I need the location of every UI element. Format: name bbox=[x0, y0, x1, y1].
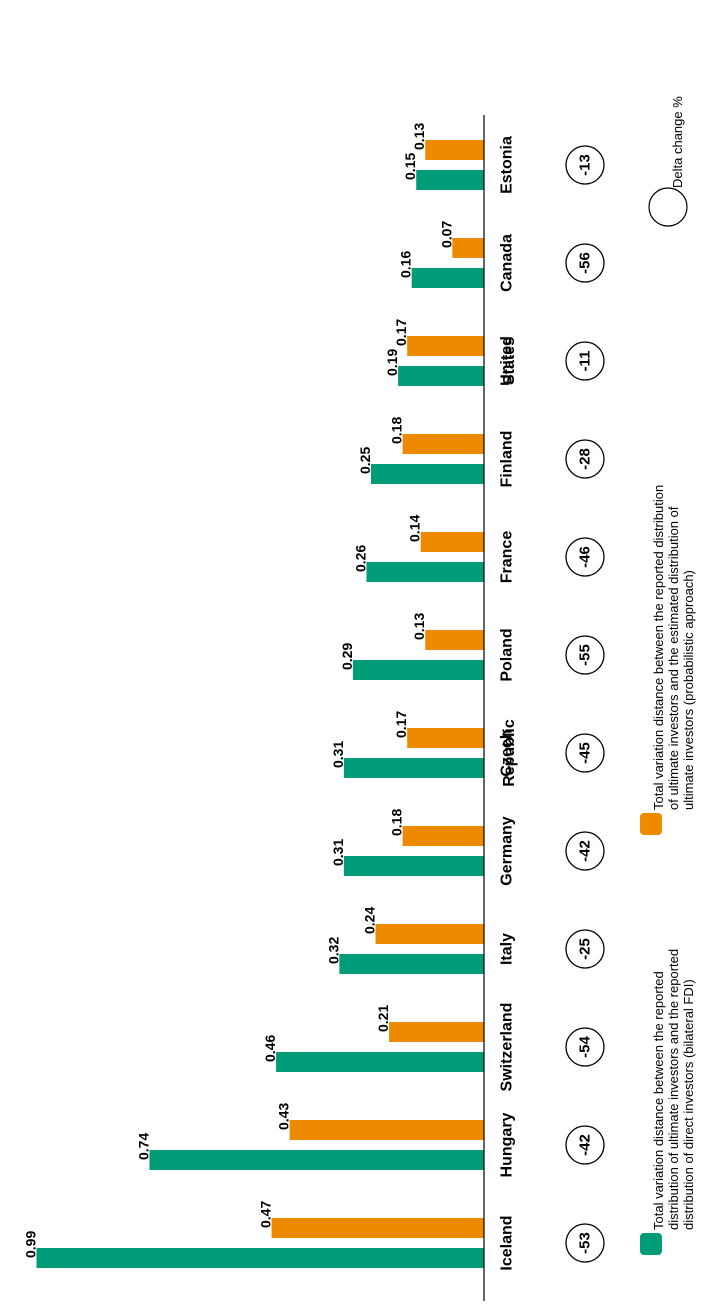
delta-circle-germany bbox=[565, 831, 605, 871]
value-label-orange-italy: 0.24 bbox=[362, 907, 378, 934]
delta-value-france: -46 bbox=[577, 546, 594, 568]
value-label-orange-switzerland: 0.21 bbox=[375, 1005, 391, 1032]
bar-green-finland bbox=[371, 464, 484, 484]
legend-circle bbox=[648, 187, 688, 227]
category-label-united-states: UnitedStates bbox=[499, 336, 518, 386]
delta-circle-estonia bbox=[565, 145, 605, 185]
delta-circles: -53 -42 -54 -25 -42 -45 -55 -46 -28 -11 -56 -13 bbox=[565, 145, 605, 1263]
legend-text-delta: Delta change % bbox=[670, 96, 685, 188]
delta-circle-united-states bbox=[565, 341, 605, 381]
bar-green-france bbox=[366, 562, 484, 582]
bar-orange-united-states bbox=[407, 336, 484, 356]
category-label-italy: Italy bbox=[499, 933, 516, 965]
value-label-green-canada: 0.16 bbox=[398, 251, 414, 278]
delta-circle-italy bbox=[565, 929, 605, 969]
bar-green-hungary bbox=[149, 1150, 484, 1170]
category-labels: Iceland Hungary Switzerland Italy Germany Cze… bbox=[499, 136, 518, 1271]
category-label-switzerland: Switzerland bbox=[499, 1003, 516, 1092]
delta-value-united-states: -11 bbox=[577, 351, 594, 372]
value-label-orange-france: 0.14 bbox=[407, 515, 423, 542]
value-label-orange-canada: 0.07 bbox=[438, 221, 454, 248]
bar-orange-poland bbox=[425, 630, 484, 650]
legend-text-green: Total variation distance between the rep… bbox=[651, 949, 696, 1230]
value-label-green-czech-republic: 0.31 bbox=[330, 741, 346, 768]
category-label-hungary: Hungary bbox=[499, 1112, 516, 1177]
bar-green-canada bbox=[411, 268, 484, 288]
bar-green-italy bbox=[339, 954, 484, 974]
bar-orange-italy bbox=[375, 924, 484, 944]
bar-green-germany bbox=[343, 856, 484, 876]
delta-circle-canada bbox=[565, 243, 605, 283]
delta-circle-switzerland bbox=[565, 1027, 605, 1067]
value-label-green-switzerland: 0.46 bbox=[262, 1035, 278, 1062]
category-label-germany: Germany bbox=[499, 816, 516, 885]
bar-green-czech-republic bbox=[343, 758, 484, 778]
bar-orange-estonia bbox=[425, 140, 484, 160]
category-label-czech-republic: CzechRepublic bbox=[499, 719, 518, 787]
delta-value-poland: -55 bbox=[577, 644, 594, 666]
legend-swatch-orange bbox=[640, 813, 662, 835]
value-label-orange-hungary: 0.43 bbox=[276, 1103, 292, 1130]
delta-value-iceland: -53 bbox=[577, 1232, 594, 1254]
value-label-green-italy: 0.32 bbox=[325, 937, 341, 964]
bar-green-estonia bbox=[416, 170, 484, 190]
delta-value-italy: -25 bbox=[577, 938, 594, 960]
delta-circle-france bbox=[565, 537, 605, 577]
bar-orange-switzerland bbox=[389, 1022, 484, 1042]
bar-orange-france bbox=[420, 532, 484, 552]
value-label-orange-iceland: 0.47 bbox=[258, 1201, 274, 1228]
bar-orange-hungary bbox=[289, 1120, 484, 1140]
legend: Total variation distance between the rep… bbox=[640, 96, 696, 1255]
value-label-green-finland: 0.25 bbox=[357, 447, 373, 474]
value-label-green-poland: 0.29 bbox=[339, 643, 355, 670]
delta-circle-iceland bbox=[565, 1223, 605, 1263]
category-label-poland: Poland bbox=[499, 628, 516, 681]
category-label-estonia: Estonia bbox=[499, 136, 516, 194]
value-label-green-estonia: 0.15 bbox=[402, 153, 418, 180]
delta-value-finland: -28 bbox=[577, 448, 594, 470]
value-label-orange-estonia: 0.13 bbox=[411, 123, 427, 150]
category-label-iceland: Iceland bbox=[499, 1215, 516, 1270]
delta-value-canada: -56 bbox=[577, 252, 594, 274]
delta-value-estonia: -13 bbox=[577, 154, 594, 176]
delta-value-hungary: -42 bbox=[577, 1134, 594, 1156]
value-label-green-germany: 0.31 bbox=[330, 839, 346, 866]
value-label-orange-poland: 0.13 bbox=[411, 613, 427, 640]
legend-text-orange: Total variation distance between the rep… bbox=[651, 485, 696, 810]
delta-value-germany: -42 bbox=[577, 840, 594, 862]
category-label-canada: Canada bbox=[499, 234, 516, 292]
delta-circle-czech-republic bbox=[565, 733, 605, 773]
delta-circle-poland bbox=[565, 635, 605, 675]
bar-green-switzerland bbox=[276, 1052, 484, 1072]
value-label-orange-germany: 0.18 bbox=[389, 809, 405, 836]
bar-green-poland bbox=[352, 660, 484, 680]
bar-orange-czech-republic bbox=[407, 728, 484, 748]
value-label-orange-czech-republic: 0.17 bbox=[393, 711, 409, 738]
bar-green-united-states bbox=[398, 366, 484, 386]
legend-swatch-green bbox=[640, 1233, 662, 1255]
category-label-finland: Finland bbox=[499, 431, 516, 488]
delta-circle-hungary bbox=[565, 1125, 605, 1165]
delta-circle-finland bbox=[565, 439, 605, 479]
bar-orange-finland bbox=[402, 434, 484, 454]
bars-group: 0.99 0.47 0.74 0.43 0.46 0.21 0.32 0.24 0.31 0.18… bbox=[23, 123, 485, 1268]
bar-green-iceland bbox=[36, 1248, 485, 1268]
value-label-orange-united-states: 0.17 bbox=[393, 319, 409, 346]
value-label-green-hungary: 0.74 bbox=[136, 1133, 152, 1160]
value-label-green-france: 0.26 bbox=[352, 545, 368, 572]
delta-value-switzerland: -54 bbox=[577, 1036, 594, 1058]
delta-value-czech-republic: -45 bbox=[577, 742, 594, 764]
value-label-green-united-states: 0.19 bbox=[384, 349, 400, 376]
bar-orange-canada bbox=[452, 238, 484, 258]
value-label-orange-finland: 0.18 bbox=[389, 417, 405, 444]
bar-orange-iceland bbox=[271, 1218, 484, 1238]
bar-orange-germany bbox=[402, 826, 484, 846]
value-label-green-iceland: 0.99 bbox=[23, 1231, 39, 1258]
category-label-france: France bbox=[499, 531, 516, 584]
